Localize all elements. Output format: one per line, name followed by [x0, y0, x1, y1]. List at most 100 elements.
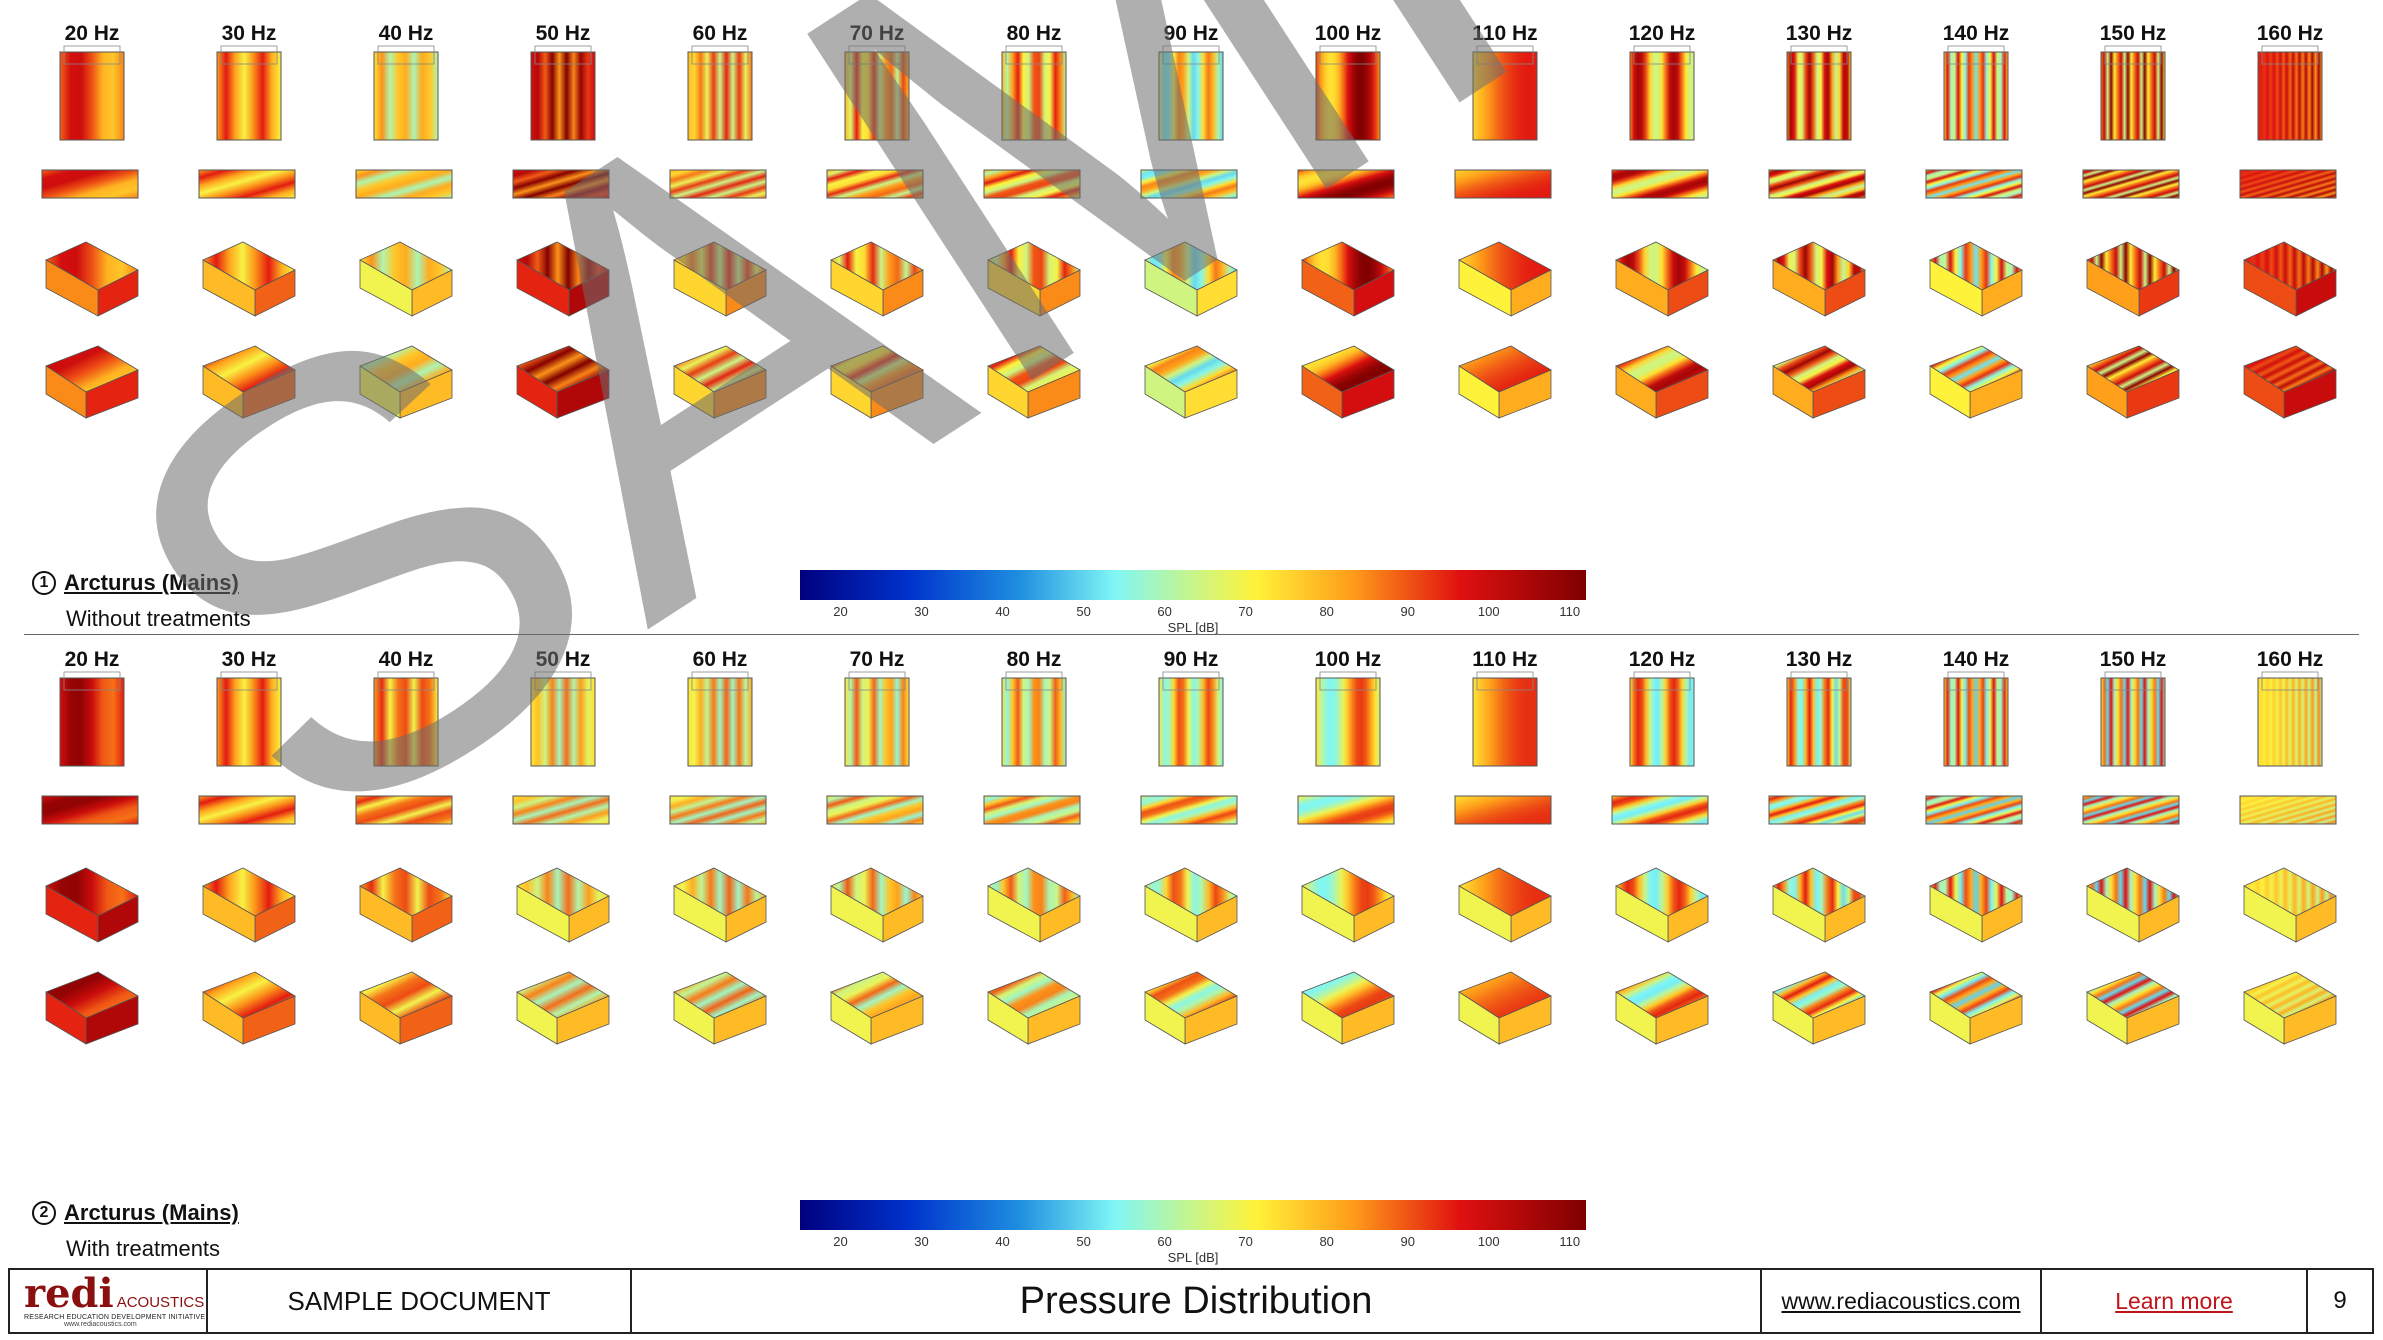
section-title: Arcturus (Mains) [64, 1200, 239, 1225]
room-outline [2104, 45, 2162, 65]
room-iso-front [830, 365, 872, 419]
room-plan [1472, 51, 1538, 141]
room-elevation [983, 169, 1081, 199]
colorbar-tick-label: 20 [833, 604, 848, 619]
frequency-label: 60 Hz [692, 22, 748, 45]
room-iso-front [1772, 991, 1814, 1045]
pressure-map-side-view [1297, 169, 1395, 199]
room-iso-front [673, 259, 727, 317]
pressure-map-iso-view-front [1772, 867, 1866, 943]
room-iso-front [202, 991, 244, 1045]
room-plan [530, 51, 596, 141]
redi-logo[interactable]: redi ACOUSTICS RESEARCH EDUCATION DEVELO… [10, 1270, 208, 1332]
section-subtitle: Without treatments [66, 606, 251, 631]
room-elevation [2239, 169, 2337, 199]
logo-subtitle: ACOUSTICS [116, 1294, 205, 1311]
room-iso-front [516, 365, 558, 419]
room-plan [1472, 677, 1538, 767]
pressure-map-side-view [1454, 169, 1552, 199]
pressure-map-top-view [1001, 671, 1067, 767]
colorbar-label: SPL [dB] [1167, 620, 1219, 635]
section-number-badge: 2 [32, 1201, 56, 1225]
room-iso-front [2243, 365, 2285, 419]
colorbar-tick-label: 40 [995, 1234, 1010, 1249]
pressure-map-iso-view-back [516, 345, 610, 419]
pressure-map-top-view [1158, 45, 1224, 141]
room-outline [1476, 671, 1534, 691]
section-title: Arcturus (Mains) [64, 570, 239, 595]
pressure-map-side-view [983, 169, 1081, 199]
pressure-map-iso-view-back [45, 345, 139, 419]
room-elevation [826, 795, 924, 825]
pressure-map-top-view [844, 671, 910, 767]
colorbar-tick-label: 80 [1319, 1234, 1334, 1249]
room-iso-front [1301, 259, 1355, 317]
pressure-map-iso-view-back [830, 345, 924, 419]
colorbar-tick-label: 30 [914, 1234, 929, 1249]
pressure-map-iso-view-front [830, 241, 924, 317]
pressure-map-side-view [1454, 795, 1552, 825]
colorbar-label: SPL [dB] [1167, 1250, 1219, 1265]
pressure-map-side-view [669, 795, 767, 825]
pressure-map-iso-view-front [45, 867, 139, 943]
colorbar-tick-label: 110 [1559, 1234, 1581, 1249]
room-iso-front [1772, 885, 1826, 943]
learn-more-link[interactable]: Learn more [2042, 1270, 2308, 1332]
room-outline [1790, 45, 1848, 65]
pressure-map-side-view [2239, 795, 2337, 825]
room-elevation [1140, 169, 1238, 199]
room-outline [1633, 671, 1691, 691]
colorbar-tick-label: 110 [1559, 604, 1581, 619]
pressure-map-iso-view-back [1144, 345, 1238, 419]
pressure-map-iso-view-back [202, 971, 296, 1045]
pressure-map-side-view [512, 795, 610, 825]
room-elevation [41, 169, 139, 199]
room-outline [1005, 45, 1063, 65]
room-iso-front [1615, 259, 1669, 317]
room-outline [377, 671, 435, 691]
room-outline [2261, 45, 2319, 65]
frequency-label: 80 Hz [1006, 22, 1062, 45]
frequency-label: 140 Hz [1942, 22, 2010, 45]
pressure-map-top-view [1472, 45, 1538, 141]
frequency-label: 130 Hz [1785, 22, 1853, 45]
frequency-label: 100 Hz [1314, 648, 1382, 671]
frequency-label: 150 Hz [2099, 648, 2167, 671]
room-outline [1162, 45, 1220, 65]
pressure-map-top-view [2100, 671, 2166, 767]
room-elevation [1297, 795, 1395, 825]
pressure-map-top-view [1943, 671, 2009, 767]
room-iso-front [45, 885, 99, 943]
room-iso-front [516, 259, 570, 317]
website-link[interactable]: www.rediacoustics.com [1762, 1270, 2042, 1332]
spl-colorbar: 20 30 40 50 60 70 80 90 100 110 SPL [dB] [800, 570, 1586, 640]
room-elevation [1768, 169, 1866, 199]
colorbar-tick-label: 30 [914, 604, 929, 619]
pressure-map-top-view [530, 45, 596, 141]
pressure-map-top-view [373, 671, 439, 767]
pressure-map-iso-view-front [2086, 867, 2180, 943]
pressure-map-iso-view-front [1301, 867, 1395, 943]
room-outline [1947, 671, 2005, 691]
pressure-map-iso-view-back [45, 971, 139, 1045]
room-outline [1005, 671, 1063, 691]
frequency-label: 120 Hz [1628, 22, 1696, 45]
pressure-map-iso-view-front [2243, 867, 2337, 943]
pressure-map-top-view [1786, 45, 1852, 141]
room-iso-front [202, 885, 256, 943]
room-elevation [983, 795, 1081, 825]
room-iso-front [1772, 259, 1826, 317]
frequency-label: 110 Hz [1472, 22, 1538, 45]
pressure-map-top-view [2257, 671, 2323, 767]
pressure-map-iso-view-back [1144, 971, 1238, 1045]
room-iso-front [987, 885, 1041, 943]
pressure-map-top-view [216, 45, 282, 141]
room-plan [844, 51, 910, 141]
room-outline [2261, 671, 2319, 691]
pressure-map-side-view [198, 169, 296, 199]
room-iso-front [1929, 259, 1983, 317]
frequency-label: 40 Hz [378, 22, 434, 45]
pressure-map-side-view [1925, 795, 2023, 825]
room-elevation [826, 169, 924, 199]
pressure-map-top-view [844, 45, 910, 141]
